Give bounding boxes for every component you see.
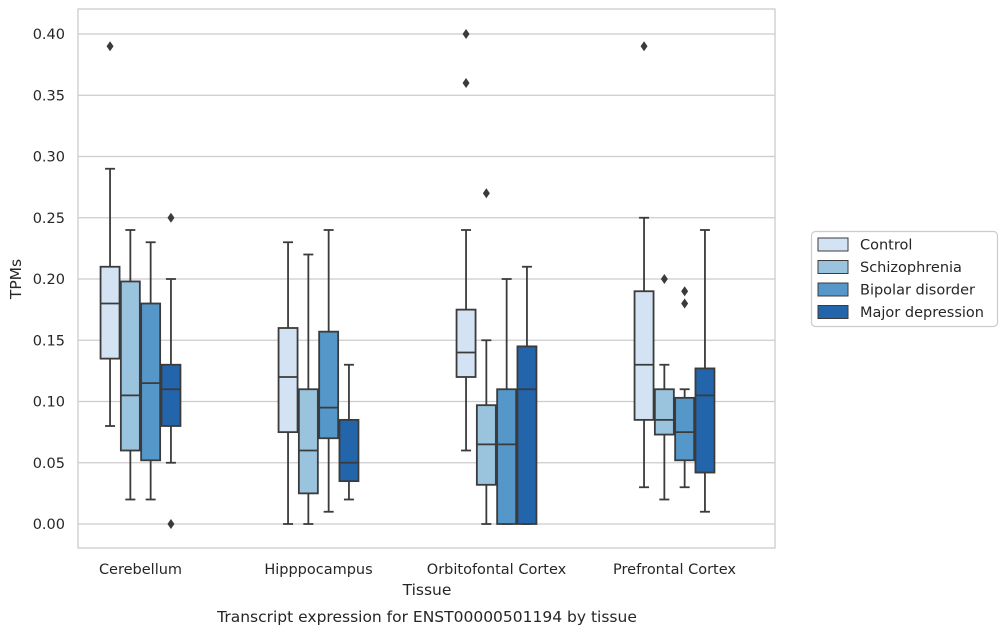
outlier-point [640, 41, 648, 52]
box-body [694, 367, 716, 474]
box-body [277, 327, 299, 434]
legend: Control Schizophrenia Bipolar disorder Majo… [810, 230, 999, 328]
x-tick-labels: Cerebellum Hipppocampus Orbitofontal Corte… [99, 562, 736, 578]
outlier-point [106, 41, 114, 52]
legend-swatch [817, 237, 849, 252]
box-control [633, 41, 655, 489]
box-control [99, 41, 121, 427]
box-body [140, 302, 162, 462]
x-axis-label: Tissue [402, 581, 452, 599]
y-tick-label: 0.10 [33, 395, 65, 411]
y-tick-label: 0.30 [33, 150, 65, 166]
legend-swatch [817, 305, 849, 319]
y-tick-label: 0.05 [33, 456, 65, 472]
box-body [318, 330, 340, 440]
box-body [99, 265, 121, 360]
plot-frame [77, 8, 776, 549]
y-tick-label: 0.15 [33, 333, 65, 349]
box-body [297, 388, 319, 495]
box-body [633, 290, 655, 421]
box-bipolar-disorder [674, 286, 696, 489]
box-bipolar-disorder [318, 229, 340, 513]
box-body [338, 418, 360, 483]
box-major-depression [338, 363, 360, 501]
outlier-point [167, 212, 175, 223]
outlier-point [462, 78, 470, 88]
box-schizophrenia [653, 274, 675, 501]
legend-label: Bipolar disorder [860, 283, 975, 299]
legend-label: Schizophrenia [860, 260, 962, 276]
x-tick-label: Orbitofontal Cortex [427, 562, 567, 578]
box-control [455, 29, 477, 452]
outlier-point [681, 298, 689, 309]
box-body [653, 388, 675, 436]
box-body [674, 396, 696, 462]
box-schizophrenia [297, 253, 319, 525]
x-tick-label: Cerebellum [99, 562, 182, 578]
outlier-point [660, 274, 668, 284]
legend-label: Major depression [860, 305, 984, 321]
box-schizophrenia [119, 229, 141, 501]
outlier-point [681, 286, 689, 297]
x-tick-label: Hipppocampus [264, 562, 372, 578]
box-control [277, 241, 299, 525]
box-body [160, 363, 182, 427]
legend-swatch [817, 282, 849, 297]
grid-lines [78, 33, 775, 525]
y-tick-label: 0.35 [33, 88, 65, 104]
box-major-depression [694, 229, 716, 513]
box-major-depression [160, 212, 182, 529]
box-body [496, 388, 518, 525]
box-plots [99, 29, 716, 529]
y-tick-label: 0.20 [33, 272, 65, 288]
outlier-point [167, 519, 175, 529]
box-bipolar-disorder [496, 278, 518, 525]
y-tick-label: 0.00 [33, 517, 65, 533]
box-bipolar-disorder [140, 241, 162, 501]
chart-caption: Transcript expression for ENST0000050119… [216, 608, 637, 626]
outlier-point [482, 188, 490, 199]
box-schizophrenia [475, 188, 497, 525]
x-tick-label: Prefrontal Cortex [613, 562, 736, 578]
box-body [455, 308, 477, 378]
y-tick-labels: 0.00 0.05 0.10 0.15 0.20 0.25 0.30 0.35 0.40 [33, 27, 65, 533]
outlier-point [462, 29, 470, 39]
box-major-depression [516, 265, 538, 525]
box-body [516, 345, 538, 525]
y-tick-label: 0.40 [33, 27, 65, 43]
y-axis-label: TPMs [7, 259, 25, 300]
legend-frame [810, 230, 999, 328]
y-tick-label: 0.25 [33, 211, 65, 227]
legend-label: Control [860, 238, 912, 254]
box-body [119, 280, 141, 452]
legend-swatch [817, 260, 849, 274]
